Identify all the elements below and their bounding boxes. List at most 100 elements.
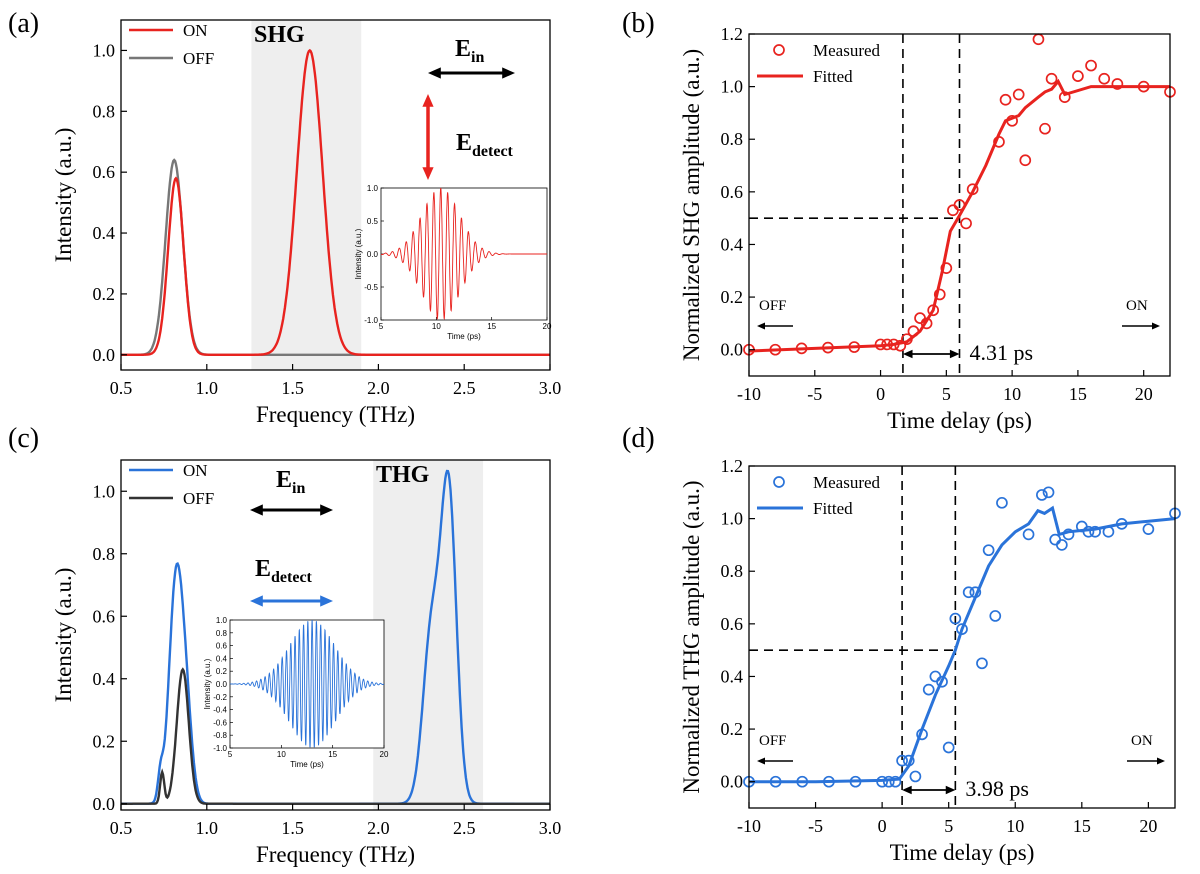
panel-d-measured-point <box>882 775 895 788</box>
panel-b-measured-point <box>894 339 907 352</box>
panel-d-ytick-label: 0.6 <box>721 614 744 634</box>
panel-b-xtick-label: 5 <box>942 384 951 404</box>
panel-d-on-arrow-head <box>1157 757 1165 765</box>
panel-c-e-detect-arrow-head-right <box>320 595 333 607</box>
panel-d-ytick-label: 0.2 <box>721 719 744 739</box>
panel-d-measured-point <box>889 775 902 788</box>
panel-c-inset-waveform <box>229 619 385 748</box>
panel-c-ytick-label: 0.8 <box>93 544 116 564</box>
panel-d-measured-point <box>996 496 1008 509</box>
panel-d-measured-point <box>769 775 782 788</box>
panel-b-measured-point <box>881 338 893 351</box>
panel-a-xtick-label: 1.5 <box>281 378 304 398</box>
panel-d-measured-point <box>823 775 835 788</box>
panel-c-ytick-label: 0.0 <box>93 794 116 814</box>
panel-c-xtick-label: 2.5 <box>453 818 476 838</box>
panel-b-legend-label: Fitted <box>813 67 853 86</box>
panel-c-ytick-label: 1.0 <box>93 481 116 501</box>
panel-b-xtick-label: 20 <box>1135 384 1153 404</box>
panel-d-measured-point <box>949 612 962 625</box>
panel-b-interval-arrow-head-left <box>902 349 913 359</box>
panel-b-measured-point <box>920 317 933 330</box>
panel-b-ytick-label: 0.2 <box>721 287 744 307</box>
panel-d-measured-point <box>929 670 942 683</box>
panel-b-measured-point <box>927 304 940 317</box>
panel-d-measured-point <box>1062 528 1075 541</box>
panel-a-inset-xtick-label: 15 <box>487 322 496 331</box>
panel-d-interval-arrow-head-left <box>902 785 912 795</box>
panel-d-measured-point <box>1022 528 1035 541</box>
panel-d-measured-point <box>1049 533 1062 546</box>
panel-d-measured-point <box>962 586 975 599</box>
panel-d-measured-point <box>936 675 948 688</box>
panel-c-xtick-label: 2.0 <box>367 818 390 838</box>
panel-b-ytick-label: 0.8 <box>721 129 744 149</box>
panel-b-measured-point <box>887 338 900 351</box>
panel-d-xtick-label: 15 <box>1073 816 1091 836</box>
panel-c-band-label: THG <box>376 462 430 488</box>
panel-b-measured-point <box>993 136 1005 148</box>
panel-d-measured-point <box>876 775 888 788</box>
panel-d-legend-label: Fitted <box>813 499 853 518</box>
panel-d-measured-point <box>1089 525 1101 538</box>
panel-c-inset-ytick-label: 0.4 <box>216 654 228 663</box>
panel-a-inset-ytick-label: 0.0 <box>367 250 379 259</box>
panel-d-measured-point <box>1115 518 1128 530</box>
panel-b-off-arrow-head <box>757 322 765 330</box>
panel-a-e-in-label: Ein <box>455 36 484 66</box>
panel-d-ytick-label: 0.0 <box>721 772 744 792</box>
panel-a-inset-ytick-label: -1.0 <box>364 316 378 325</box>
panel-b-measured-point <box>1039 122 1051 135</box>
panel-a-series-on <box>121 48 550 356</box>
panel-b-measured-point <box>914 312 926 324</box>
panel-c-e-in-arrow-head-left <box>250 504 263 516</box>
panel-a-frame <box>120 19 551 371</box>
panel-d-fitted-line <box>749 505 1176 784</box>
panel-b-measured-point <box>822 341 834 354</box>
panel-d-xtick-label: 20 <box>1139 816 1157 836</box>
panel-a-legend-label: ON <box>183 21 208 40</box>
panel-b-xlabel: Time delay (ps) <box>887 408 1032 433</box>
panel-c-ytick-label: 0.6 <box>93 606 116 626</box>
panel-d-measured-point <box>989 610 1002 622</box>
panel-d-panel-label: (d) <box>622 423 655 454</box>
panel-c-inset-ytick-label: 0.6 <box>216 642 228 651</box>
panel-d-measured-point <box>896 754 908 767</box>
panel-d-xtick-label: -5 <box>808 816 823 836</box>
panel-a-e-detect-arrow-head-up <box>422 94 434 107</box>
panel-b-measured-point <box>999 93 1012 106</box>
panel-b-panel: -10 -5 0 5 10 15 20 0.0 0.2 0.4 0.6 0.8 1.0 1.2 Time d… <box>622 8 1176 433</box>
panel-c-inset-xtick-label: 10 <box>277 750 286 759</box>
panel-b-measured-point <box>1085 59 1097 72</box>
panel-a-ytick-label: 0.8 <box>93 101 116 121</box>
panel-d-xlabel: Time delay (ps) <box>890 840 1035 865</box>
panel-d-interval-label: 3.98 ps <box>965 776 1029 801</box>
panel-c-e-detect-label: Edetect <box>255 556 313 586</box>
panel-d-measured-point <box>976 657 988 670</box>
panel-d-measured-point <box>902 754 915 767</box>
panel-d-ytick-label: 0.4 <box>721 666 744 686</box>
panel-b-legend-swatch <box>773 44 785 56</box>
panel-c-frame <box>120 459 551 811</box>
panel-d-legend-label: Measured <box>813 473 881 492</box>
panel-b-ytick-label: 0.6 <box>721 182 744 202</box>
panel-d-measured-point <box>916 728 928 741</box>
panel-c-inset-ytick-label: -0.6 <box>213 718 227 727</box>
panel-b-measured-point <box>795 342 808 355</box>
panel-c-ytick-label: 0.4 <box>93 669 116 689</box>
panel-a-ytick-label: 0.2 <box>93 284 116 304</box>
panel-b-ytick-label: 1.2 <box>721 24 744 44</box>
panel-c-xtick-label: 0.5 <box>110 818 133 838</box>
panel-d-on-label: ON <box>1131 733 1153 749</box>
panel-b-xtick-label: 0 <box>876 384 885 404</box>
panel-a-xlabel: Frequency (THz) <box>256 402 415 427</box>
panel-c-inset-ytick-label: -0.8 <box>213 731 227 740</box>
panel-b-measured-point <box>1006 114 1018 127</box>
panel-c-inset-ytick-label: 1.0 <box>216 616 228 625</box>
panel-d-measured-point <box>796 775 809 788</box>
panel-c-inset-xtick-label: 20 <box>380 750 389 759</box>
panel-b-measured-point <box>1032 33 1045 46</box>
panel-a-xtick-label: 2.0 <box>367 378 390 398</box>
panel-c-xlabel: Frequency (THz) <box>256 842 415 867</box>
panel-b-measured-point <box>1137 80 1150 93</box>
